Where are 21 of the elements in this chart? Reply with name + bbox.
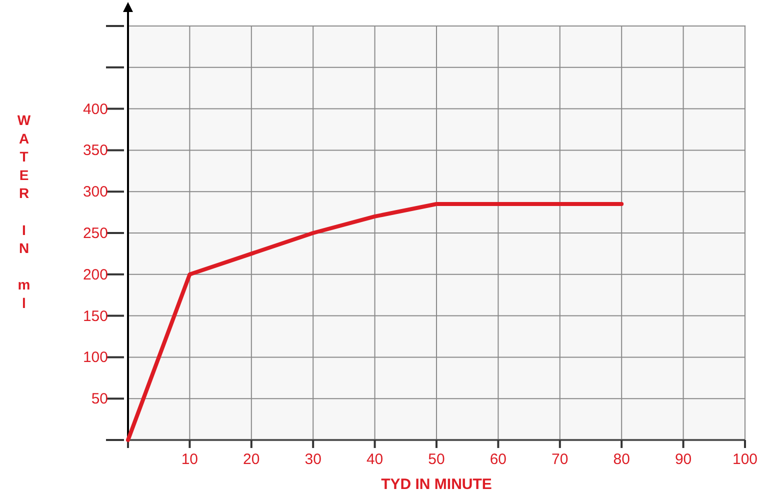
- x-tick-label: 60: [490, 451, 507, 468]
- x-tick-label: 10: [181, 451, 198, 468]
- x-tick-label: 90: [674, 451, 692, 468]
- x-tick-label: 20: [243, 451, 260, 468]
- x-tick-label: 100: [732, 451, 758, 468]
- y-tick-label: 300: [82, 184, 108, 201]
- y-tick-label: 350: [82, 142, 108, 160]
- y-tick-label: 250: [82, 225, 108, 242]
- x-tick-label: 40: [366, 451, 384, 468]
- y-tick-label: 150: [82, 308, 108, 325]
- y-tick-label: 50: [91, 390, 108, 408]
- y-tick-label: 200: [82, 266, 108, 284]
- x-tick-label: 30: [304, 451, 322, 468]
- x-tick-label: 50: [428, 451, 445, 468]
- y-tick-label: 100: [82, 349, 108, 366]
- text: WATER IN ml: [17, 112, 31, 311]
- line-series: [126, 202, 624, 442]
- x-tick-label: 80: [613, 451, 630, 468]
- x-axis-title: TYD IN MINUTE: [381, 476, 492, 493]
- x-tick-label: 70: [552, 451, 568, 468]
- y-tick-label: 400: [82, 100, 108, 118]
